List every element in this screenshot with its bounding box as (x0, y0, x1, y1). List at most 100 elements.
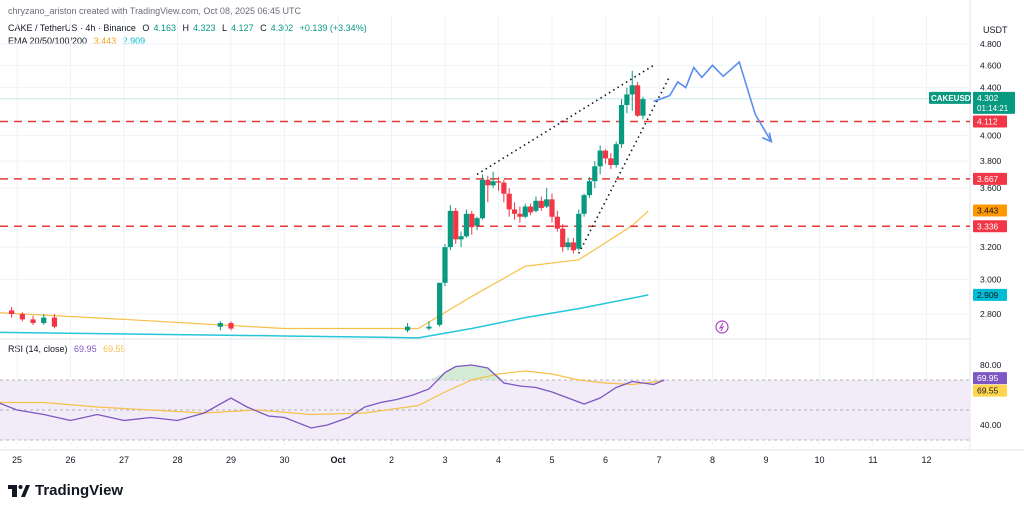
time-tick-label: 8 (710, 455, 715, 465)
time-tick-label: 29 (226, 455, 236, 465)
change-value: +0.139 (+3.34%) (299, 23, 367, 33)
rsi-value-tag-bg (973, 372, 1007, 385)
candle-body (426, 326, 432, 329)
candle-body (640, 99, 646, 116)
ema20-line (0, 210, 649, 330)
flash-icon (715, 320, 729, 334)
candle-body (469, 213, 475, 228)
candle-body (41, 317, 47, 324)
candle-body (404, 326, 411, 331)
candle-body (217, 323, 223, 327)
price-tick-label: 3.200 (980, 242, 1002, 252)
ema50-line (0, 294, 649, 339)
candle-body (442, 247, 448, 283)
wedge-lower-line (578, 75, 671, 254)
price-tick-label: 3.000 (980, 274, 1002, 284)
price-tick-label: 4.600 (980, 60, 1002, 70)
rsi-ma-value: 69.55 (103, 344, 126, 354)
tradingview-logo[interactable]: TradingView (8, 482, 123, 499)
candle-body (613, 144, 619, 165)
candle-body (635, 85, 641, 116)
candle-body (560, 228, 566, 248)
rsi-ma-value-tag: 69.55 (977, 386, 999, 396)
candle-body (624, 94, 630, 105)
rsi-overbought-fill (0, 365, 665, 380)
ema20-tag: 3.443 (977, 205, 999, 215)
open-value: 4.163 (153, 23, 176, 33)
time-tick-label: 11 (868, 455, 877, 465)
time-tick-label: 27 (119, 455, 129, 465)
candle-body (528, 206, 534, 213)
candle-body (501, 182, 507, 194)
candle-body (458, 236, 464, 240)
candle-body (474, 218, 480, 226)
last-price-value: 4.302 (977, 93, 999, 103)
candle-body (522, 206, 528, 217)
symbol-tag: CAKEUSDT (931, 94, 976, 103)
time-tick-label: 30 (279, 455, 289, 465)
rsi-header-row[interactable]: RSI (14, close) 69.95 69.55 (8, 344, 130, 354)
price-tick-label: 4.000 (980, 130, 1002, 140)
flash-icon-bolt (718, 322, 725, 332)
price-axis-unit: USDT (983, 25, 1008, 35)
close-value: 4.302 (270, 23, 294, 33)
candle-body (544, 199, 550, 207)
projection-arrowhead (762, 132, 773, 144)
candle-body (228, 323, 234, 329)
candle-body (485, 179, 491, 186)
credit-line: chryzano_ariston created with TradingVie… (8, 6, 301, 16)
candle-body (447, 210, 453, 248)
rsi-band (0, 380, 970, 440)
candle-body (51, 317, 58, 327)
rsi-ma-line (0, 370, 665, 416)
price-tick-label: 2.800 (980, 309, 1002, 319)
low-label: L (222, 23, 228, 33)
high-value: 4.323 (192, 23, 216, 33)
projection-path (653, 60, 773, 143)
support-level-tag: 3.667 (977, 174, 999, 184)
low-value: 4.127 (231, 23, 254, 33)
support-level-tag-bg (973, 115, 1007, 128)
symbol-label[interactable]: CAKE / TetherUS · 4h · Binance (8, 23, 136, 33)
candle-body (592, 166, 598, 182)
time-tick-label: 5 (549, 455, 554, 465)
time-tick-label: 28 (172, 455, 182, 465)
time-tick-label: 25 (12, 455, 22, 465)
candle-body (495, 181, 502, 183)
candle-body (608, 158, 614, 165)
ema50-value: 2.909 (122, 36, 146, 46)
time-tick-label: 4 (496, 455, 501, 465)
candle-body (586, 181, 593, 196)
candle-body (533, 200, 539, 211)
ema-row[interactable]: EMA 20/50/100/200 3.443 2.909 (8, 36, 149, 46)
candle-body (554, 216, 560, 229)
candle-body (517, 213, 523, 217)
candle-body (463, 213, 469, 237)
candle-body (602, 150, 609, 159)
price-tick-label: 4.400 (980, 83, 1002, 93)
time-tick-label: 9 (763, 455, 768, 465)
ema50-tag: 2.909 (977, 290, 999, 300)
time-tick-label: 6 (603, 455, 608, 465)
time-tick-label: 12 (921, 455, 931, 465)
support-level-tag: 3.336 (977, 221, 999, 231)
last-price-tag-bg (973, 91, 1015, 114)
candle-body (565, 242, 571, 248)
rsi-value-tag: 69.95 (977, 373, 999, 383)
candle-body (581, 195, 587, 214)
rsi-tick-label: 80.00 (980, 360, 1002, 370)
rsi-ma-value-tag-bg (973, 384, 1007, 397)
last-price-countdown: 01:14:21 (977, 104, 1009, 113)
candle-body (506, 193, 512, 210)
symbol-tag-bg (929, 91, 971, 104)
time-tick-label: Oct (330, 455, 345, 465)
candle-body (490, 181, 496, 186)
price-tick-label: 3.600 (980, 183, 1002, 193)
support-level-tag: 4.112 (977, 116, 998, 126)
close-label: C (260, 23, 267, 33)
candle-body (511, 209, 518, 214)
high-label: H (182, 23, 189, 33)
candle-body (30, 319, 36, 324)
